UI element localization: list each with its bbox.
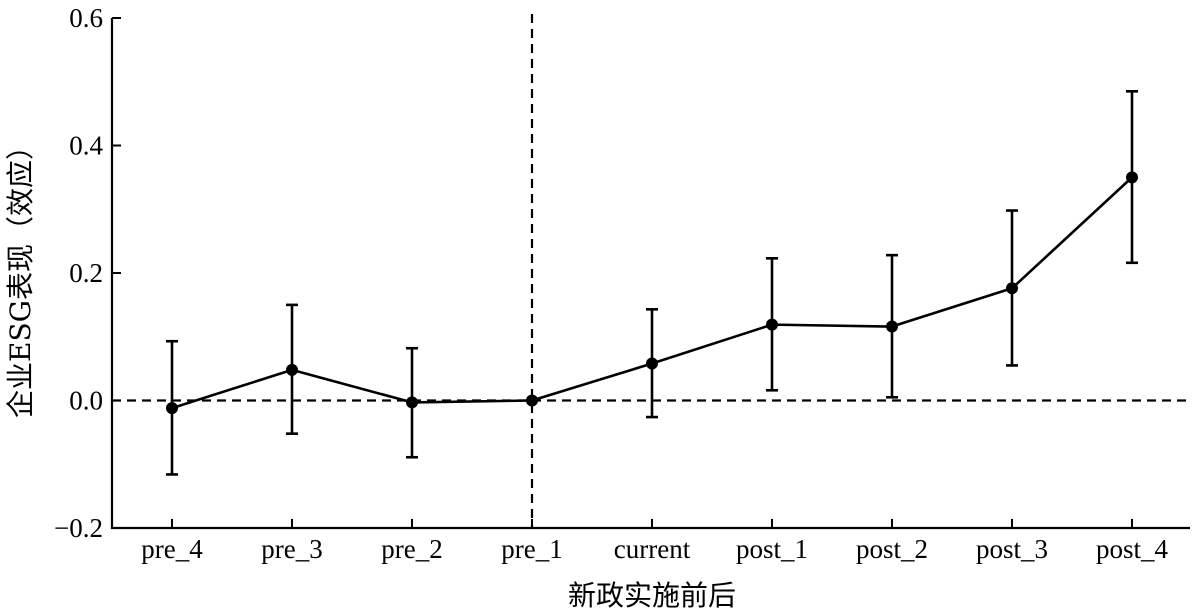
- x-tick-label: pre_3: [261, 534, 322, 564]
- y-tick-label: 0.6: [69, 3, 103, 33]
- y-tick-label: 0.0: [69, 386, 103, 416]
- data-points: [166, 171, 1138, 415]
- x-tick-label: pre_4: [141, 534, 203, 564]
- axes: [110, 17, 1190, 530]
- y-tick-label: 0.4: [69, 131, 103, 161]
- x-tick-label: pre_2: [381, 534, 442, 564]
- x-tick-label: post_2: [856, 534, 928, 564]
- data-point: [166, 402, 178, 415]
- data-point: [286, 363, 298, 376]
- x-axis-label: 新政实施前后: [568, 579, 736, 612]
- x-tick-label: pre_1: [501, 534, 562, 564]
- x-tick-label: current: [614, 534, 691, 564]
- data-point: [526, 394, 538, 407]
- x-tick-label: post_3: [976, 534, 1048, 564]
- x-tick-label: post_1: [736, 534, 808, 564]
- data-point: [646, 357, 658, 370]
- data-point: [1006, 282, 1018, 295]
- x-tick-label: post_4: [1096, 534, 1169, 564]
- error-bars: [166, 90, 1138, 476]
- tick-labels: −0.2 0.0 0.2 0.4 0.6 pre_4 pre_3 pre_2 pre_1 curr…: [54, 3, 1168, 564]
- data-point: [766, 318, 778, 331]
- data-point: [406, 396, 418, 409]
- data-point: [886, 320, 898, 333]
- data-point: [1126, 171, 1138, 184]
- y-tick-label: −0.2: [54, 513, 103, 543]
- reference-lines: [112, 14, 1190, 528]
- y-tick-label: 0.2: [69, 258, 103, 288]
- y-axis-label: 企业ESG表现（效应）: [4, 132, 37, 418]
